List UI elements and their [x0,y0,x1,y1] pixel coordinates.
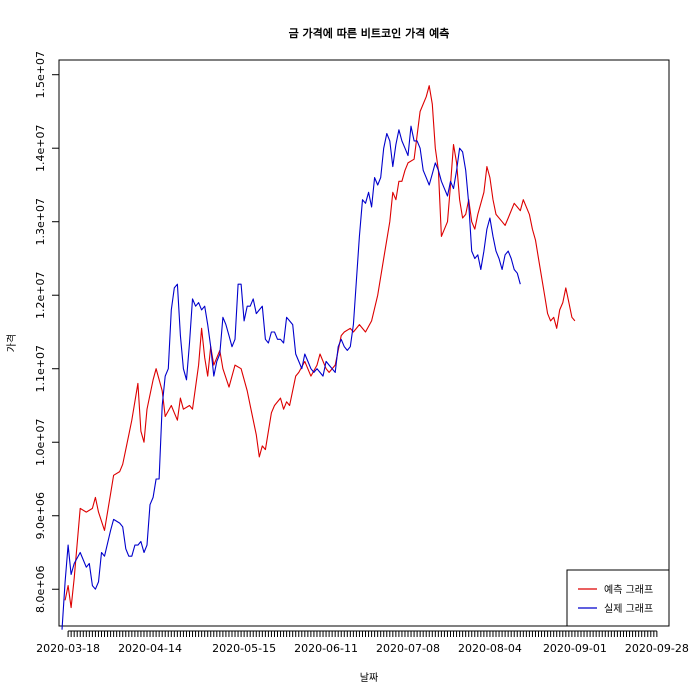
legend-label-actual: 실제 그래프 [604,603,653,615]
x-tick-label: 2020-09-01 [543,642,607,655]
x-tick-label: 2020-05-15 [212,642,276,655]
x-tick-label: 2020-03-18 [36,642,100,655]
y-tick-label: 1.5e+07 [34,51,47,98]
y-tick-label: 8.0e+06 [34,566,47,613]
y-tick-label: 1.1e+07 [34,345,47,392]
series-prediction-line [64,85,576,609]
y-tick-label: 1.3e+07 [34,198,47,245]
y-tick-label: 1.2e+07 [34,271,47,318]
chart-title: 금 가격에 따른 비트코인 가격 예측 [289,26,450,40]
x-axis: 2020-03-18 2020-04-14 2020-05-15 2020-06-11… [36,630,689,655]
series-layer [61,85,576,630]
x-tick-label: 2020-09-28 [625,642,689,655]
legend-label-prediction: 예측 그래프 [604,584,653,596]
x-tick-label: 2020-08-04 [458,642,522,655]
y-axis: 8.0e+06 9.0e+06 1.0e+07 1.1e+07 1.2e+07 1.3e+… [34,51,60,613]
y-tick-label: 1.4e+07 [34,124,47,171]
y-axis-label: 가격 [5,334,18,352]
y-tick-label: 1.0e+07 [34,418,47,465]
x-axis-label: 날짜 [360,672,378,684]
x-tick-label: 2020-04-14 [118,642,182,655]
legend-box [566,569,670,627]
x-tick-label: 2020-06-11 [294,642,358,655]
legend: 예측 그래프 실제 그래프 [566,569,670,627]
x-tick-label: 2020-07-08 [376,642,440,655]
series-actual-line [61,125,521,630]
y-tick-label: 9.0e+06 [34,492,47,539]
